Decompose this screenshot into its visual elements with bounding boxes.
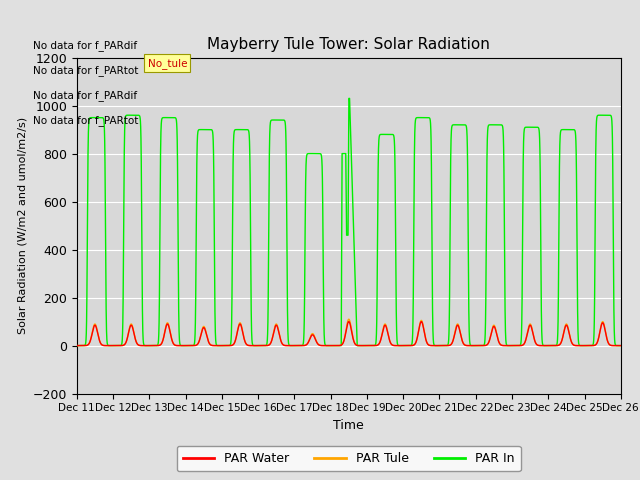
Title: Mayberry Tule Tower: Solar Radiation: Mayberry Tule Tower: Solar Radiation <box>207 37 490 52</box>
Text: No data for f_PARtot: No data for f_PARtot <box>33 65 139 76</box>
Text: No data for f_PARtot: No data for f_PARtot <box>33 116 139 127</box>
Text: No data for f_PARdif: No data for f_PARdif <box>33 90 138 101</box>
Legend: PAR Water, PAR Tule, PAR In: PAR Water, PAR Tule, PAR In <box>177 446 521 471</box>
Text: No_tule: No_tule <box>147 58 187 69</box>
Text: No data for f_PARdif: No data for f_PARdif <box>33 40 138 51</box>
Y-axis label: Solar Radiation (W/m2 and umol/m2/s): Solar Radiation (W/m2 and umol/m2/s) <box>17 117 27 334</box>
X-axis label: Time: Time <box>333 419 364 432</box>
